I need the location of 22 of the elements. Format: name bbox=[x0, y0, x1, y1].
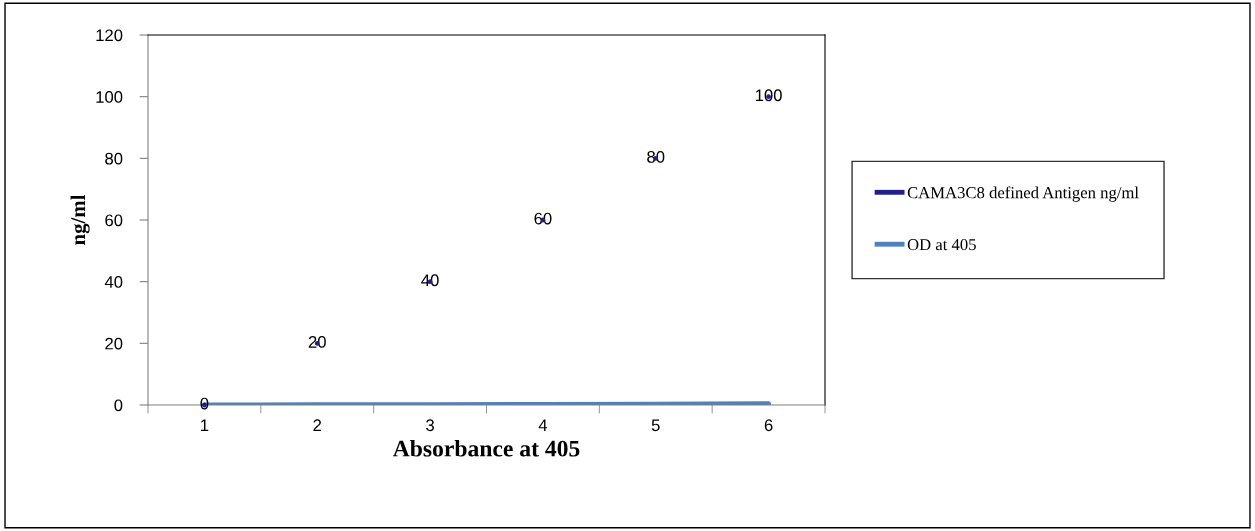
data-label: 40 bbox=[421, 274, 439, 287]
y-tick-label: 120 bbox=[96, 29, 123, 42]
x-axis-title: Absorbance at 405 bbox=[392, 439, 580, 457]
y-tick-label: 40 bbox=[104, 276, 123, 288]
legend-label: CAMA3C8 defined Antigen ng/ml bbox=[907, 186, 1139, 202]
legend-label: OD at 405 bbox=[907, 238, 976, 251]
data-label: 20 bbox=[308, 336, 326, 348]
y-tick-label: 20 bbox=[105, 337, 123, 350]
x-tick-label: 5 bbox=[651, 419, 660, 432]
y-tick-label: 80 bbox=[105, 152, 123, 165]
data-label: 0 bbox=[200, 397, 209, 410]
x-tick-label: 2 bbox=[313, 419, 322, 431]
x-tick-label: 4 bbox=[538, 419, 548, 431]
y-tick-label: 60 bbox=[105, 214, 123, 227]
x-tick-label: 6 bbox=[764, 419, 773, 432]
x-tick-label: 1 bbox=[201, 419, 209, 431]
y-axis-title: ng/ml bbox=[70, 194, 90, 245]
data-label: 100 bbox=[755, 89, 782, 102]
x-tick-label: 3 bbox=[426, 419, 434, 432]
y-tick-label: 0 bbox=[114, 399, 123, 412]
data-label: 80 bbox=[647, 151, 665, 163]
y-tick-label: 100 bbox=[96, 91, 123, 103]
